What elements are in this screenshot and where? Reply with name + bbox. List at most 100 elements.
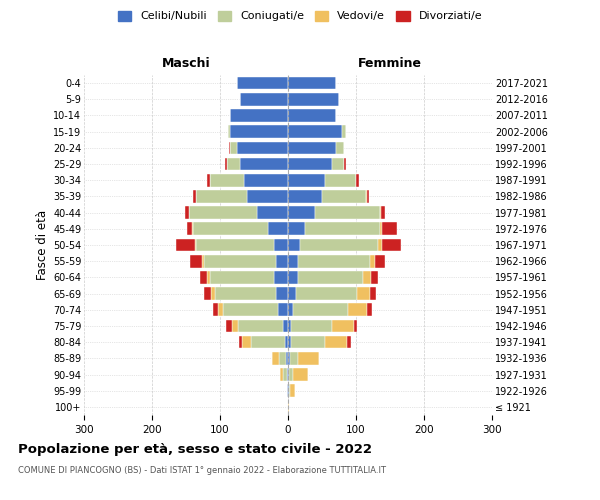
Bar: [227, 158, 241, 170]
Text: Popolazione per età, sesso e stato civile - 2022: Popolazione per età, sesso e stato civil…: [18, 442, 372, 456]
Bar: [210, 174, 244, 186]
Bar: [335, 142, 344, 154]
Bar: [288, 190, 322, 202]
Bar: [280, 368, 283, 381]
Bar: [288, 77, 335, 90]
Bar: [288, 320, 292, 332]
Bar: [193, 222, 268, 235]
Bar: [276, 255, 288, 268]
Bar: [293, 368, 308, 381]
Bar: [286, 352, 288, 364]
Bar: [287, 368, 288, 381]
Bar: [176, 238, 195, 252]
Bar: [367, 190, 369, 202]
Bar: [276, 288, 288, 300]
Bar: [288, 158, 332, 170]
Bar: [274, 271, 288, 283]
Bar: [288, 352, 290, 364]
Bar: [247, 190, 288, 202]
Bar: [212, 304, 218, 316]
Bar: [288, 174, 325, 186]
Bar: [380, 206, 381, 219]
Bar: [200, 271, 207, 283]
Bar: [288, 271, 298, 283]
Bar: [215, 288, 276, 300]
Bar: [325, 174, 356, 186]
Bar: [192, 222, 193, 235]
Bar: [288, 142, 335, 154]
Bar: [288, 206, 315, 219]
Bar: [268, 222, 288, 235]
Bar: [272, 352, 279, 364]
Text: Femmine: Femmine: [358, 57, 422, 70]
Bar: [288, 126, 343, 138]
Bar: [367, 304, 373, 316]
Bar: [230, 142, 237, 154]
Bar: [218, 304, 223, 316]
Bar: [375, 255, 385, 268]
Bar: [288, 384, 289, 397]
Bar: [288, 304, 293, 316]
Bar: [274, 238, 288, 252]
Bar: [232, 320, 238, 332]
Bar: [230, 126, 288, 138]
Bar: [287, 384, 288, 397]
Bar: [347, 336, 350, 348]
Bar: [193, 190, 196, 202]
Bar: [289, 384, 290, 397]
Bar: [358, 288, 370, 300]
Bar: [381, 206, 385, 219]
Bar: [211, 288, 215, 300]
Y-axis label: Fasce di età: Fasce di età: [35, 210, 49, 280]
Text: COMUNE DI PIANCOGNO (BS) - Dati ISTAT 1° gennaio 2022 - Elaborazione TUTTITALIA.: COMUNE DI PIANCOGNO (BS) - Dati ISTAT 1°…: [18, 466, 386, 475]
Bar: [322, 190, 366, 202]
Bar: [379, 238, 382, 252]
Bar: [279, 352, 286, 364]
Bar: [189, 206, 190, 219]
Bar: [195, 238, 196, 252]
Bar: [205, 288, 211, 300]
Bar: [289, 368, 293, 381]
Bar: [288, 238, 300, 252]
Bar: [300, 238, 379, 252]
Bar: [298, 255, 370, 268]
Bar: [298, 271, 363, 283]
Bar: [315, 206, 380, 219]
Bar: [244, 174, 288, 186]
Bar: [190, 255, 202, 268]
Bar: [226, 320, 232, 332]
Bar: [251, 336, 284, 348]
Bar: [210, 271, 274, 283]
Bar: [382, 238, 401, 252]
Bar: [230, 109, 288, 122]
Bar: [332, 158, 344, 170]
Bar: [207, 271, 210, 283]
Bar: [292, 320, 332, 332]
Bar: [229, 142, 230, 154]
Bar: [283, 320, 288, 332]
Bar: [305, 222, 380, 235]
Bar: [241, 93, 288, 106]
Bar: [363, 271, 371, 283]
Bar: [288, 109, 335, 122]
Bar: [228, 126, 230, 138]
Text: Maschi: Maschi: [161, 57, 211, 70]
Bar: [288, 222, 305, 235]
Bar: [187, 222, 192, 235]
Bar: [296, 288, 358, 300]
Bar: [371, 271, 378, 283]
Bar: [356, 174, 359, 186]
Bar: [196, 238, 274, 252]
Bar: [241, 158, 288, 170]
Bar: [354, 320, 358, 332]
Bar: [293, 304, 348, 316]
Bar: [344, 158, 346, 170]
Bar: [370, 288, 376, 300]
Bar: [283, 368, 287, 381]
Bar: [288, 93, 339, 106]
Bar: [196, 190, 247, 202]
Bar: [239, 336, 242, 348]
Bar: [348, 304, 367, 316]
Bar: [242, 336, 251, 348]
Bar: [325, 336, 347, 348]
